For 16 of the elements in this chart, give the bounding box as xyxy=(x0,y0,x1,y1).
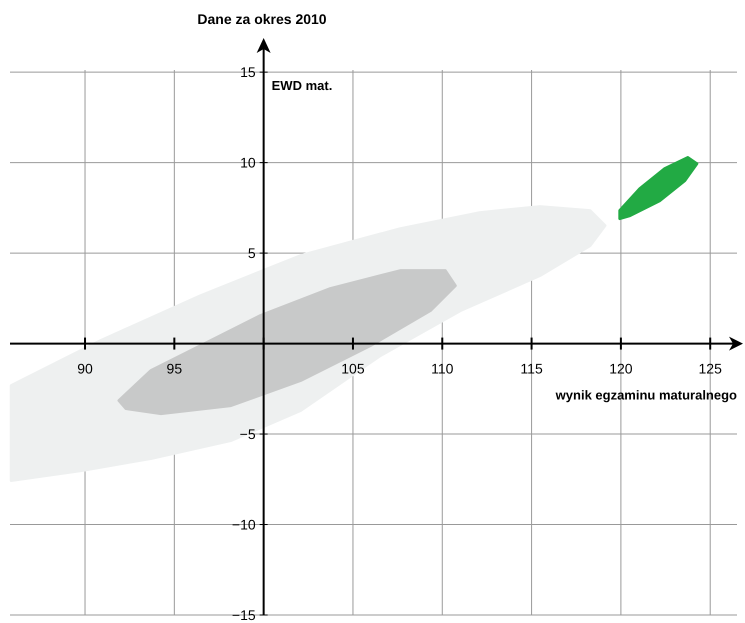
x-tick-label: 125 xyxy=(698,360,722,377)
y-axis-title: EWD mat. xyxy=(272,78,332,93)
x-tick-label: 105 xyxy=(341,360,365,377)
y-tick-label: −10 xyxy=(232,516,256,533)
chart-title: Dane za okres 2010 xyxy=(197,11,327,27)
y-tick-label: 10 xyxy=(240,154,256,171)
x-axis-title: wynik egzaminu maturalnego xyxy=(554,388,738,403)
x-tick-label: 95 xyxy=(166,360,182,377)
x-tick-label: 115 xyxy=(520,360,543,377)
y-tick-label: 15 xyxy=(240,64,256,80)
y-tick-label: −15 xyxy=(232,607,256,623)
x-tick-label: 110 xyxy=(431,360,454,377)
y-tick-label: −5 xyxy=(240,426,256,442)
x-tick-label: 120 xyxy=(609,360,633,377)
y-tick-label: 5 xyxy=(248,245,256,262)
x-tick-label: 90 xyxy=(77,360,94,377)
